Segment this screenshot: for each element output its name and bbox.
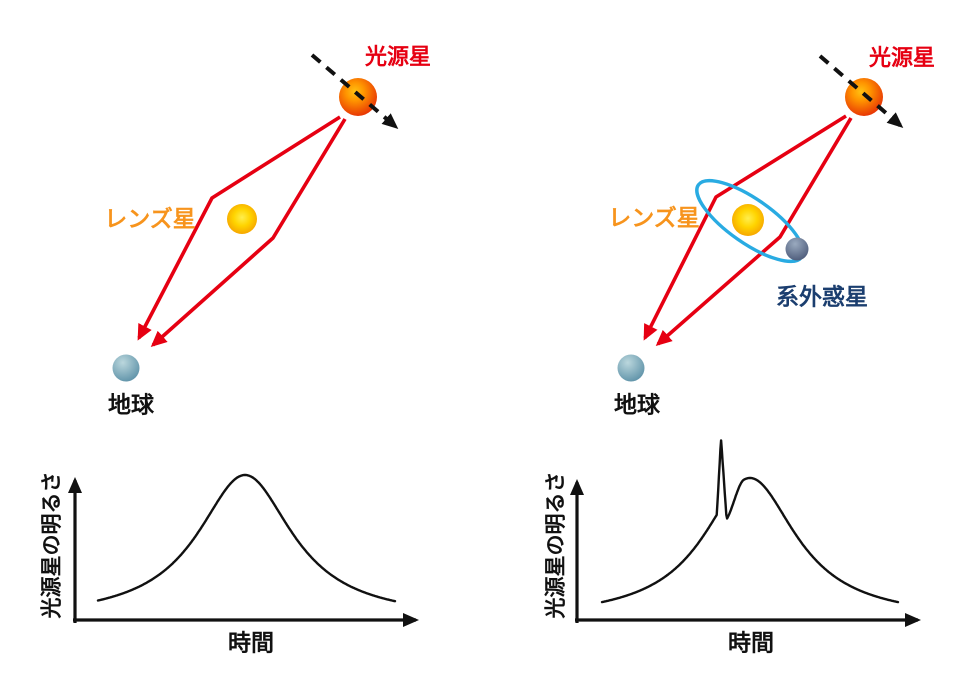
earth <box>112 354 140 382</box>
y-axis-label: 光源星の明るさ <box>40 471 64 619</box>
light-path-lower <box>150 118 347 347</box>
lens-star <box>732 204 764 236</box>
light-curve <box>600 439 900 604</box>
x-axis-label: 時間 <box>228 629 274 656</box>
source-star-label: 光源星 <box>364 44 432 69</box>
earth <box>617 354 645 382</box>
light-curve-plot-right <box>570 439 921 627</box>
lens-star-label: レンズ星 <box>608 204 700 231</box>
lens-star <box>227 204 257 234</box>
earth-label: 地球 <box>614 391 660 418</box>
light-curve-plot-left <box>68 473 419 627</box>
lens-star-label: レンズ星 <box>104 205 196 232</box>
exoplanet <box>785 237 809 261</box>
light-path-upper <box>643 114 847 341</box>
x-axis-label: 時間 <box>728 629 774 656</box>
light-path-lower <box>655 117 853 346</box>
light-path-upper <box>137 115 341 341</box>
exoplanet-label: 系外惑星 <box>776 283 868 310</box>
panel-with-planet <box>617 54 904 382</box>
y-axis-label: 光源星の明るさ <box>544 471 568 619</box>
source-star-label: 光源星 <box>868 45 936 70</box>
earth-label: 地球 <box>108 391 154 418</box>
panel-without-planet <box>112 53 399 382</box>
light-curve <box>96 473 397 603</box>
